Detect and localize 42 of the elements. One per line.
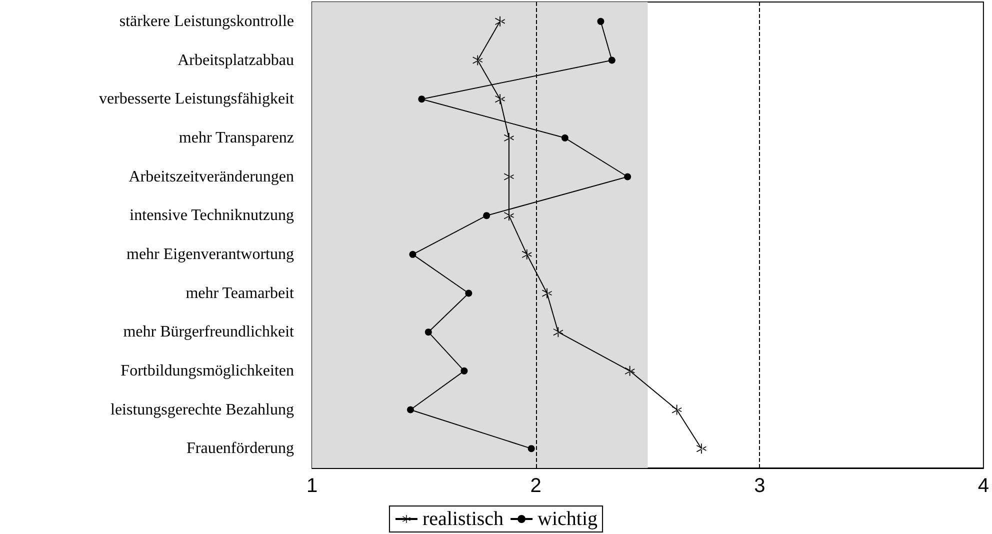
y-tick-label: leistungsgerechte Bezahlung [110, 401, 294, 418]
point [504, 172, 514, 182]
y-tick-label: Arbeitsplatzabbau [178, 52, 294, 69]
point [597, 18, 604, 25]
point [483, 212, 490, 220]
point [465, 290, 472, 297]
y-tick-label: Frauenförderung [186, 440, 294, 458]
point [424, 328, 432, 336]
point [542, 288, 552, 298]
point [495, 94, 506, 104]
point [553, 327, 564, 338]
point [608, 56, 616, 64]
y-tick-label: intensive Techniknutzung [130, 207, 294, 224]
point [624, 366, 635, 376]
x-tick-label: 2 [530, 475, 542, 497]
point [504, 132, 514, 143]
point [522, 249, 532, 260]
point [528, 445, 535, 452]
point [561, 134, 568, 142]
y-tick-label: mehr Transparenz [178, 129, 294, 146]
y-tick-label: mehr Bürgerfreundlichkeit [123, 324, 295, 341]
y-tick-label: Arbeitszeitveränderungen [128, 168, 294, 186]
point [418, 96, 426, 103]
point [406, 406, 414, 414]
point [409, 250, 416, 258]
point [624, 173, 632, 180]
x-tick-label: 3 [754, 475, 766, 497]
point [504, 210, 514, 221]
x-tick-label: 4 [978, 475, 989, 497]
point [472, 55, 483, 66]
point [696, 444, 706, 454]
y-tick-label: mehr Eigenverantwortung [126, 246, 294, 263]
y-tick-label: mehr Teamarbeit [186, 284, 295, 302]
y-tick-label: verbesserte Leistungsfähigkeit [98, 90, 295, 108]
point [672, 404, 682, 415]
y-tick-label: stärkere Leistungskontrolle [119, 12, 294, 30]
x-tick-label: 1 [306, 475, 318, 497]
y-tick-label: Fortbildungsmöglichkeiten [120, 362, 294, 380]
legend-label: realistisch [422, 508, 504, 530]
legend-label: wichtig [538, 508, 598, 530]
point [495, 16, 506, 26]
point [460, 367, 468, 374]
